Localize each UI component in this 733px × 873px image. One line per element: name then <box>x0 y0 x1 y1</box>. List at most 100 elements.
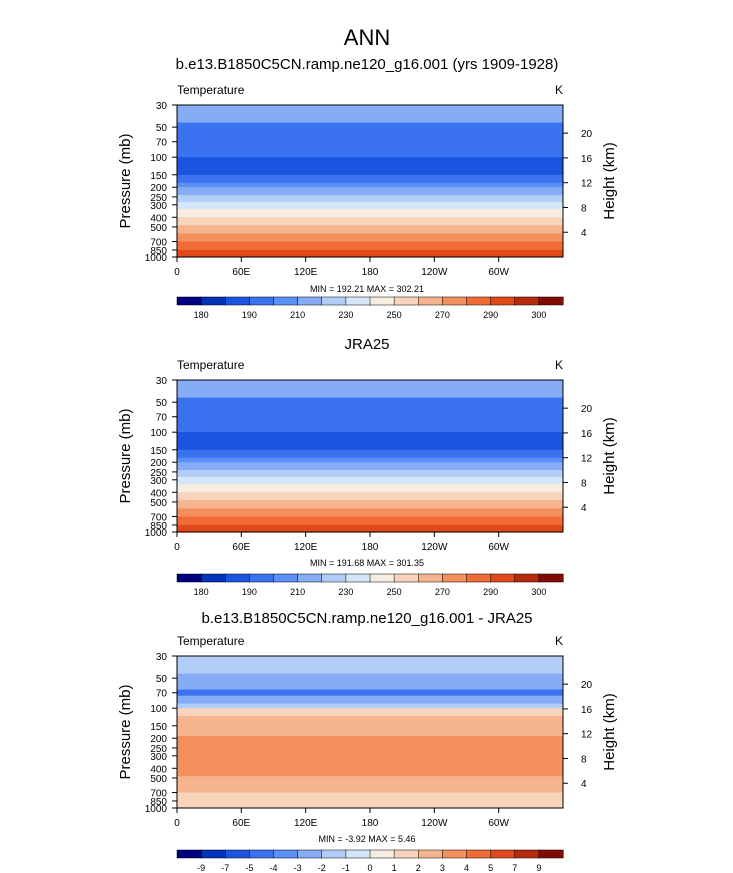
colorbar-swatch <box>514 849 540 859</box>
colorbar-label: -7 <box>221 863 229 873</box>
pressure-tick-label: 200 <box>150 183 167 194</box>
contour-band <box>177 508 563 518</box>
colorbar-label: 7 <box>512 863 517 873</box>
pressure-tick-label: 250 <box>150 468 167 479</box>
colorbar-swatch <box>345 296 371 306</box>
colorbar-label: -2 <box>318 863 326 873</box>
pressure-tick-label: 400 <box>150 764 167 775</box>
colorbar-swatch <box>200 573 226 583</box>
height-tick-label: 12 <box>581 730 593 741</box>
y-axis-label: Pressure (mb) <box>117 408 134 503</box>
contour-band <box>177 792 563 809</box>
contour-band <box>177 241 563 251</box>
pressure-tick-label: 250 <box>150 193 167 204</box>
height-tick-label: 20 <box>581 129 593 140</box>
longitude-tick-label: 120W <box>421 267 448 278</box>
height-tick-label: 12 <box>581 179 593 190</box>
colorbar-label: 230 <box>338 310 353 320</box>
colorbar-swatch <box>538 573 564 583</box>
pressure-tick-label: 1000 <box>145 804 168 815</box>
colorbar-label: -9 <box>197 863 205 873</box>
contour-band <box>177 656 563 675</box>
colorbar-swatch <box>273 849 299 859</box>
colorbar-label: 5 <box>488 863 493 873</box>
pressure-tick-label: 200 <box>150 734 167 745</box>
colorbar-label: 210 <box>290 310 305 320</box>
height-tick-label: 4 <box>581 228 587 239</box>
contour-band <box>177 470 563 478</box>
colorbar-swatch <box>249 296 275 306</box>
pressure-tick-label: 850 <box>150 797 167 808</box>
panel-title: JRA25 <box>344 336 389 353</box>
contour-band <box>177 483 563 493</box>
panel-title: b.e13.B1850C5CN.ramp.ne120_g16.001 (yrs … <box>176 56 559 73</box>
contour-band <box>177 250 563 258</box>
longitude-tick-label: 60W <box>488 818 509 829</box>
colorbar-swatch <box>321 573 347 583</box>
contour-band <box>177 208 563 218</box>
colorbar-swatch <box>321 296 347 306</box>
y-axis-right-label: Height (km) <box>601 417 618 495</box>
contour-band <box>177 195 563 203</box>
colorbar-swatch <box>273 296 299 306</box>
height-tick-label: 8 <box>581 478 587 489</box>
colorbar-label: 210 <box>290 587 305 597</box>
pressure-tick-label: 500 <box>150 223 167 234</box>
colorbar-swatch <box>418 573 443 583</box>
pressure-tick-label: 400 <box>150 488 167 499</box>
colorbar-label: 2 <box>416 863 421 873</box>
colorbar-swatch <box>514 573 540 583</box>
longitude-tick-label: 0 <box>174 542 180 553</box>
colorbar-swatch <box>466 296 492 306</box>
longitude-tick-label: 120W <box>421 542 448 553</box>
contour-band <box>177 187 563 196</box>
pressure-tick-label: 850 <box>150 246 167 257</box>
colorbar-label: 230 <box>338 587 353 597</box>
colorbar-label: 190 <box>242 587 257 597</box>
panel-3: b.e13.B1850C5CN.ramp.ne120_g16.001 - JRA… <box>117 610 618 873</box>
colorbar-swatch <box>176 849 202 859</box>
height-tick-label: 20 <box>581 404 593 415</box>
colorbar-swatch <box>273 573 299 583</box>
contour-band <box>177 695 563 705</box>
colorbar-label: 270 <box>435 310 450 320</box>
colorbar-swatch <box>176 296 202 306</box>
colorbar-label: 300 <box>531 587 546 597</box>
longitude-tick-label: 120E <box>294 818 318 829</box>
height-tick-label: 8 <box>581 754 587 765</box>
colorbar-swatch <box>176 573 202 583</box>
longitude-tick-label: 180 <box>362 542 379 553</box>
colorbar-swatch <box>418 849 443 859</box>
colorbar-swatch <box>225 573 250 583</box>
min-max-stats: MIN = -3.92 MAX = 5.46 <box>318 834 415 844</box>
pressure-tick-label: 850 <box>150 521 167 532</box>
height-tick-label: 16 <box>581 429 593 440</box>
pressure-tick-label: 150 <box>150 722 167 733</box>
colorbar-label: 190 <box>242 310 257 320</box>
longitude-tick-label: 60E <box>232 267 250 278</box>
contour-band <box>177 105 563 124</box>
longitude-tick-label: 120W <box>421 818 448 829</box>
contour-band <box>177 673 563 691</box>
contour-band <box>177 182 563 188</box>
longitude-tick-label: 120E <box>294 267 318 278</box>
variable-label: Temperature <box>177 634 245 648</box>
longitude-tick-label: 0 <box>174 267 180 278</box>
colorbar-label: -5 <box>245 863 253 873</box>
pressure-tick-label: 200 <box>150 458 167 469</box>
pressure-tick-label: 100 <box>150 704 167 715</box>
contour-band <box>177 525 563 533</box>
pressure-tick-label: 150 <box>150 446 167 457</box>
colorbar-swatch <box>225 849 250 859</box>
pressure-tick-label: 100 <box>150 153 167 164</box>
colorbar-label: 180 <box>194 310 209 320</box>
colorbar-swatch <box>249 573 275 583</box>
height-tick-label: 4 <box>581 503 587 514</box>
contour-band <box>177 476 563 485</box>
colorbar-swatch <box>418 296 443 306</box>
colorbar-label: 4 <box>464 863 469 873</box>
colorbar-swatch <box>490 849 516 859</box>
pressure-tick-label: 50 <box>156 398 168 409</box>
